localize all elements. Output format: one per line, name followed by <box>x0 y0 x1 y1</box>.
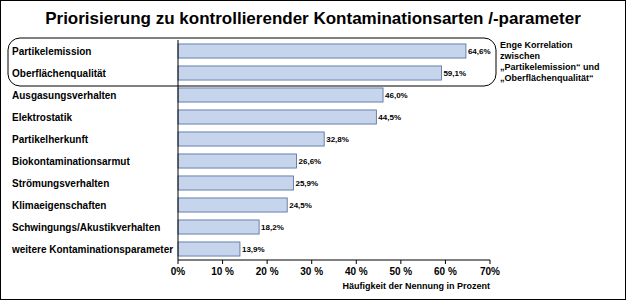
tick <box>222 260 223 264</box>
bar <box>178 88 383 102</box>
tick <box>311 260 312 264</box>
bar <box>178 132 324 146</box>
tick <box>490 260 491 264</box>
tick <box>356 260 357 264</box>
category-label: Oberflächenqualität <box>12 68 107 79</box>
category-label: Klimaeigenschaften <box>12 200 106 211</box>
x-axis-label: Häufigkeit der Nennung in Prozent <box>342 281 490 291</box>
data-label: 46,0% <box>385 91 408 100</box>
tick <box>178 260 179 264</box>
bar <box>178 44 466 58</box>
y-axis <box>178 40 179 260</box>
data-label: 25,9% <box>295 179 318 188</box>
bar <box>178 110 376 124</box>
category-label: weitere Kontaminationsparameter <box>11 244 173 255</box>
data-label: 18,2% <box>261 223 284 232</box>
tick <box>267 260 268 264</box>
tick-label: 20 % <box>256 266 279 277</box>
category-label: Partikelherkunft <box>12 134 89 145</box>
annotation: zwischen <box>500 51 540 61</box>
tick <box>400 260 401 264</box>
tick-label: 50 % <box>389 266 412 277</box>
bar <box>178 176 293 190</box>
bar <box>178 220 259 234</box>
category-label: Schwingungs/Akustikverhalten <box>12 222 160 233</box>
data-label: 64,6% <box>468 47 491 56</box>
bar <box>178 198 287 212</box>
tick <box>445 260 446 264</box>
category-label: Strömungsverhalten <box>12 178 109 189</box>
data-label: 44,5% <box>378 113 401 122</box>
annotation: Enge Korrelation <box>500 40 573 50</box>
tick-label: 60 % <box>434 266 457 277</box>
outer-frame <box>1 1 626 300</box>
annotation: „Partikelemission“ und <box>500 62 600 72</box>
highlight-box <box>8 38 496 86</box>
tick-label: 0% <box>171 266 186 277</box>
data-label: 24,5% <box>289 201 312 210</box>
annotation: „Oberflächenqualität“ <box>500 73 594 83</box>
data-label: 26,6% <box>299 157 322 166</box>
data-label: 59,1% <box>443 69 466 78</box>
bar <box>178 154 297 168</box>
category-label: Ausgasungsverhalten <box>12 90 116 101</box>
tick-label: 10 % <box>211 266 234 277</box>
category-label: Elektrostatik <box>12 112 72 123</box>
chart: Priorisierung zu kontrollierender Kontam… <box>0 0 626 300</box>
bar <box>178 66 441 80</box>
tick-label: 30 % <box>300 266 323 277</box>
x-axis <box>178 260 490 261</box>
data-label: 13,9% <box>242 245 265 254</box>
tick-label: 40 % <box>345 266 368 277</box>
category-label: Biokontaminationsarmut <box>12 156 130 167</box>
data-label: 32,8% <box>326 135 349 144</box>
tick-label: 70% <box>480 266 500 277</box>
bar <box>178 242 240 256</box>
category-label: Partikelemission <box>12 46 91 57</box>
title: Priorisierung zu kontrollierender Kontam… <box>45 9 581 28</box>
